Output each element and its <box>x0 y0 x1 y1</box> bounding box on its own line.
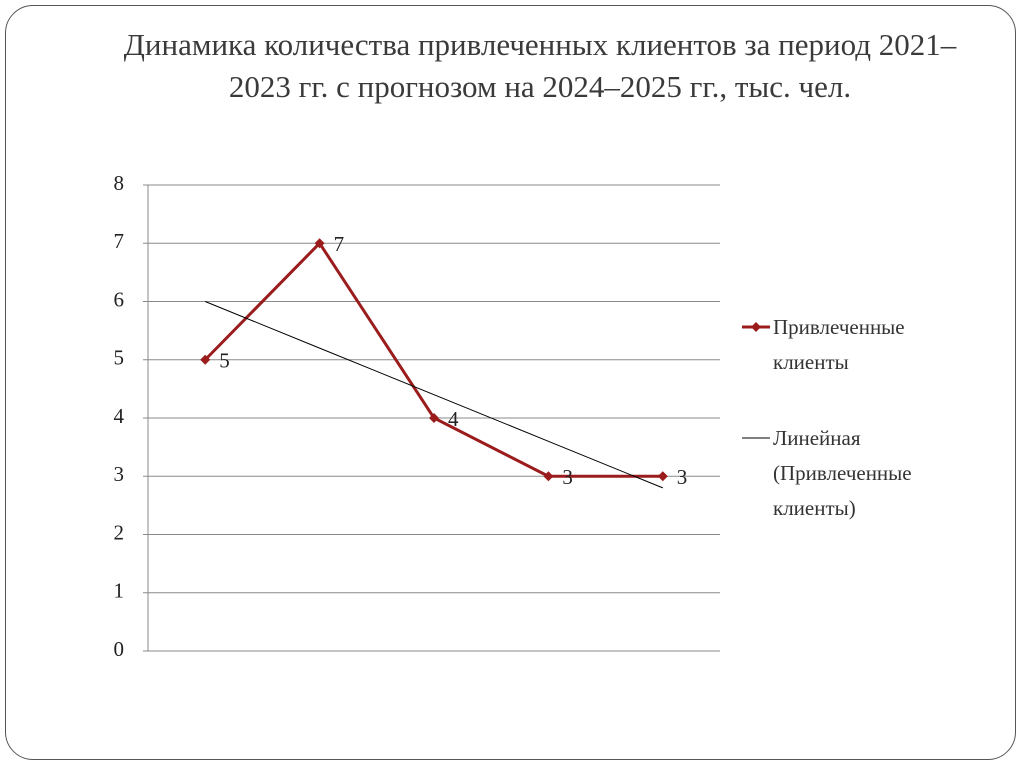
marker <box>543 471 554 482</box>
data-label: 5 <box>219 349 230 373</box>
legend-marker <box>751 322 761 332</box>
y-tick-label: 7 <box>114 229 125 253</box>
chart-title: Динамика количества привлеченных клиенто… <box>123 27 957 104</box>
data-label: 7 <box>334 232 345 256</box>
y-tick-label: 8 <box>114 171 125 195</box>
data-label: 3 <box>677 465 688 489</box>
y-tick-label: 5 <box>114 346 125 370</box>
y-tick-label: 4 <box>114 404 125 428</box>
y-tick-label: 6 <box>114 287 125 311</box>
marker <box>314 238 325 249</box>
marker <box>429 413 439 423</box>
marker <box>657 471 668 482</box>
marker <box>200 354 211 365</box>
y-tick-label: 0 <box>114 637 125 661</box>
data-label: 3 <box>562 465 573 489</box>
slide-frame <box>5 5 1016 760</box>
series-line <box>205 301 663 489</box>
y-tick-label: 2 <box>114 520 125 544</box>
legend-label: Привлеченные клиенты <box>773 315 905 374</box>
y-tick-label: 3 <box>114 462 125 486</box>
data-label: 4 <box>448 407 459 431</box>
y-tick-label: 1 <box>114 579 125 603</box>
legend-label: Линейная (Привлеченные клиенты) <box>773 426 912 520</box>
